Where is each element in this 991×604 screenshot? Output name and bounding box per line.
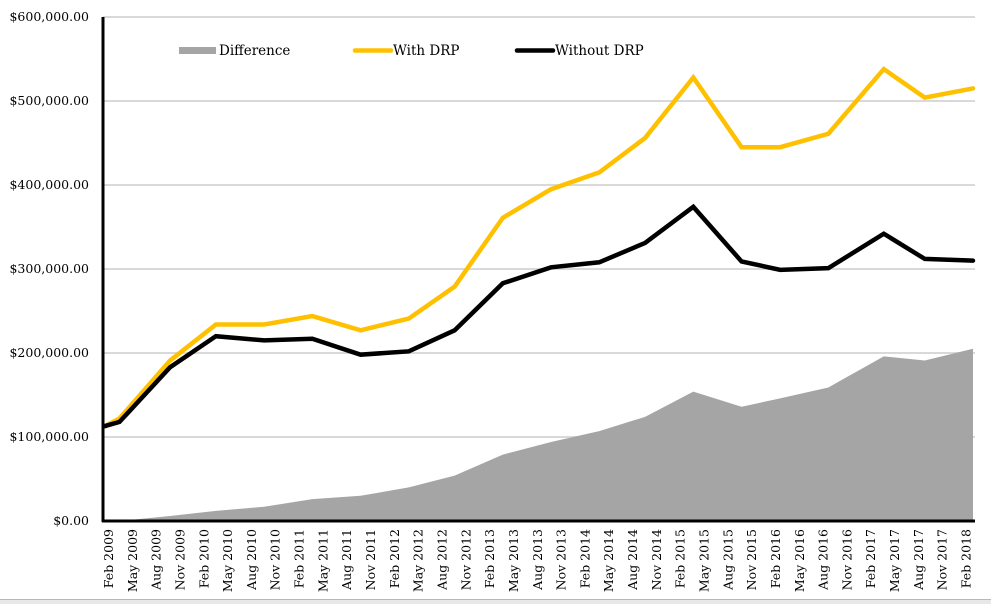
x-tick-label: Nov 2009 bbox=[172, 529, 187, 590]
x-tick-label: Feb 2014 bbox=[577, 529, 592, 588]
legend-item: With DRP bbox=[352, 43, 459, 59]
difference-area-layer bbox=[105, 348, 973, 521]
y-tick-label: $300,000.00 bbox=[9, 261, 89, 276]
x-tick-label: May 2010 bbox=[220, 529, 235, 592]
y-tick-label: $400,000.00 bbox=[9, 177, 89, 192]
x-tick-label: Nov 2010 bbox=[268, 529, 283, 590]
lines-layer bbox=[102, 66, 976, 429]
x-tick-label: Feb 2011 bbox=[292, 529, 307, 588]
x-tick-label: Nov 2017 bbox=[935, 529, 950, 590]
gridlines bbox=[103, 16, 975, 438]
x-tick-label: Nov 2015 bbox=[744, 529, 759, 590]
x-tick-label: May 2011 bbox=[315, 529, 330, 592]
x-tick-label: Aug 2010 bbox=[244, 529, 259, 591]
x-tick-label: May 2014 bbox=[601, 529, 616, 592]
legend: Difference With DRP Without DRP bbox=[179, 43, 644, 59]
y-tick-label: $100,000.00 bbox=[9, 429, 89, 444]
x-tick-label: May 2017 bbox=[887, 529, 902, 592]
legend-label: Difference bbox=[219, 43, 290, 59]
x-tick-label: May 2009 bbox=[125, 529, 140, 592]
x-tick-label: Feb 2012 bbox=[387, 529, 402, 588]
series-line-without-drp bbox=[102, 203, 976, 429]
x-tick-label: Nov 2012 bbox=[458, 529, 473, 590]
x-tick-label: Feb 2009 bbox=[101, 529, 116, 588]
x-tick-label: Feb 2018 bbox=[959, 529, 974, 588]
x-tick-label: Aug 2009 bbox=[149, 529, 164, 591]
series-line-with-drp bbox=[102, 66, 976, 429]
x-tick-label: Aug 2017 bbox=[911, 529, 926, 591]
x-tick-label: Aug 2013 bbox=[530, 529, 545, 591]
y-axis-tick-labels: $0.00 $100,000.00 $200,000.00 $300,000.00 $4… bbox=[9, 9, 89, 528]
window-bottom-edge bbox=[0, 599, 991, 604]
x-axis-tick-labels: Feb 2009 May 2009 Aug 2009 Nov 2009 Feb 2010… bbox=[101, 529, 974, 592]
legend-swatch-area bbox=[179, 47, 216, 54]
axes bbox=[101, 17, 975, 523]
y-tick-label: $500,000.00 bbox=[9, 93, 89, 108]
x-tick-label: May 2013 bbox=[506, 529, 521, 592]
x-tick-label: May 2016 bbox=[792, 529, 807, 592]
x-tick-label: Feb 2017 bbox=[863, 529, 878, 588]
y-tick-label: $600,000.00 bbox=[9, 9, 89, 24]
legend-item: Without DRP bbox=[514, 43, 644, 59]
x-tick-label: Aug 2014 bbox=[625, 529, 640, 591]
x-tick-label: May 2012 bbox=[411, 529, 426, 592]
x-tick-label: Aug 2016 bbox=[816, 529, 831, 591]
x-tick-label: Nov 2014 bbox=[649, 529, 664, 590]
legend-label: Without DRP bbox=[555, 43, 644, 59]
series-area-difference bbox=[105, 348, 973, 521]
x-tick-label: Aug 2012 bbox=[434, 529, 449, 591]
x-tick-label: Nov 2016 bbox=[839, 529, 854, 590]
x-tick-label: Feb 2013 bbox=[482, 529, 497, 588]
x-tick-label: Aug 2015 bbox=[720, 529, 735, 591]
legend-item: Difference bbox=[179, 43, 290, 59]
y-tick-label: $0.00 bbox=[53, 513, 89, 528]
x-tick-label: Aug 2011 bbox=[339, 529, 354, 591]
x-tick-label: Nov 2013 bbox=[554, 529, 569, 590]
y-tick-label: $200,000.00 bbox=[9, 345, 89, 360]
x-tick-label: Feb 2015 bbox=[673, 529, 688, 588]
x-tick-label: May 2015 bbox=[696, 529, 711, 592]
x-tick-label: Feb 2016 bbox=[768, 529, 783, 588]
x-tick-label: Nov 2011 bbox=[363, 529, 378, 590]
x-tick-label: Feb 2010 bbox=[196, 529, 211, 588]
legend-label: With DRP bbox=[393, 43, 459, 59]
